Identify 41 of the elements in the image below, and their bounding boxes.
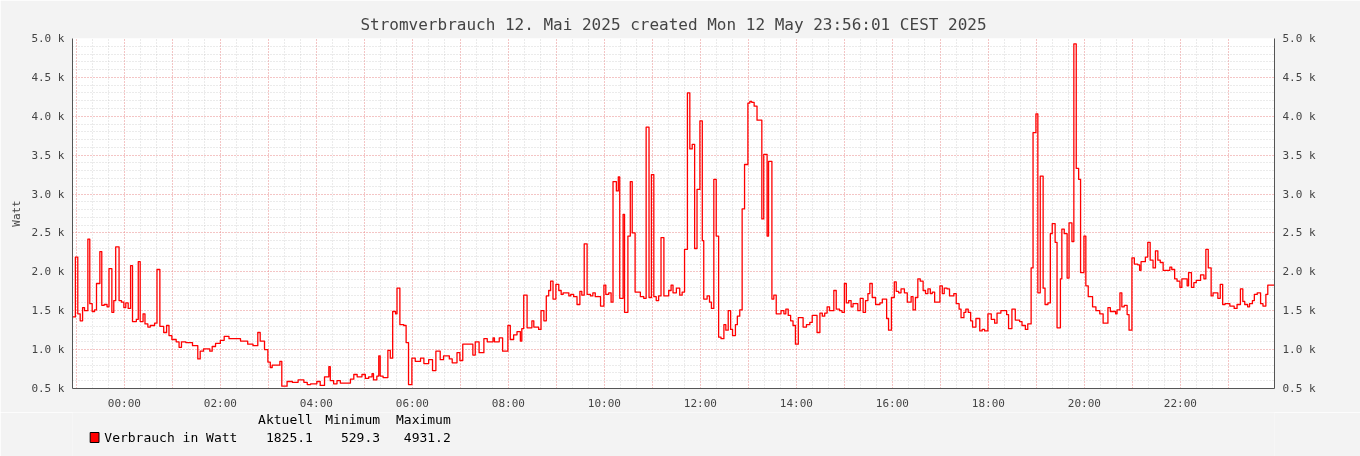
y-tick-label: 4.5 k xyxy=(31,70,65,84)
chart-title: Stromverbrauch 12. Mai 2025 created Mon 12 May 23:56:01 CEST 2025 xyxy=(360,14,987,34)
y-axis-title: Watt xyxy=(10,200,24,227)
text: Aktuell xyxy=(258,412,313,427)
x-tick-label: 16:00 xyxy=(875,396,909,410)
y-tick-label: 2.5 k xyxy=(31,226,65,240)
x-tick-label: 22:00 xyxy=(1163,396,1197,410)
x-tick-label: 20:00 xyxy=(1067,396,1101,410)
y-tick-label: 5.0 k xyxy=(31,32,65,45)
y-tick-label: 3.0 k xyxy=(31,187,65,201)
text: 4931.2 xyxy=(403,430,451,445)
y2-tick-label: 1.5 k xyxy=(1282,304,1316,318)
y2-tick-label: 4.5 k xyxy=(1282,70,1316,84)
x-tick-label: 18:00 xyxy=(971,396,1005,410)
y-tick-label: 1.5 k xyxy=(31,304,65,318)
x-tick-label: 02:00 xyxy=(203,396,237,410)
y-tick-label: 2.0 k xyxy=(31,265,65,279)
y2-tick-label: 2.0 k xyxy=(1282,265,1316,279)
x-tick-label: 00:00 xyxy=(107,396,141,410)
text: Minimum xyxy=(325,412,381,427)
y2-tick-label: 2.5 k xyxy=(1282,226,1316,240)
text: 529.3 xyxy=(340,430,381,445)
y-tick-label: 4.0 k xyxy=(31,109,65,123)
text: 1825.1 xyxy=(265,430,313,445)
x-tick-label: 14:00 xyxy=(779,396,813,410)
y-tick-label: 3.5 k xyxy=(31,148,65,162)
y2-tick-label: 3.0 k xyxy=(1282,187,1316,201)
y2-tick-label: 1.0 k xyxy=(1282,343,1316,357)
x-tick-label: 12:00 xyxy=(683,396,717,410)
x-tick-label: 06:00 xyxy=(395,396,429,410)
legend-label: Verbrauch in Watt xyxy=(104,430,238,445)
y2-tick-label: 4.0 k xyxy=(1282,109,1316,123)
y-tick-label: 1.0 k xyxy=(31,343,65,357)
x-tick-label: 04:00 xyxy=(299,396,333,410)
y2-tick-label: 5.0 k xyxy=(1282,32,1316,45)
text: Maximum xyxy=(395,412,451,427)
y2-tick-label: 3.5 k xyxy=(1282,148,1316,162)
x-tick-label: 08:00 xyxy=(491,396,525,410)
y-tick-label: 0.5 k xyxy=(31,382,65,395)
y2-tick-label: 0.5 k xyxy=(1282,382,1316,395)
x-tick-label: 10:00 xyxy=(587,396,621,410)
